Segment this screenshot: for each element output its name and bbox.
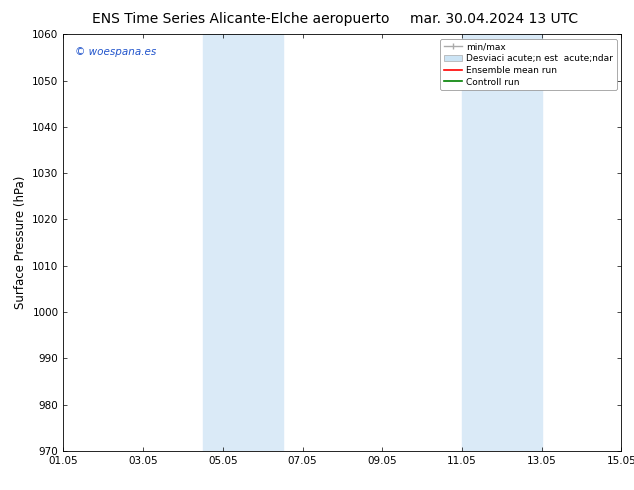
Legend: min/max, Desviaci acute;n est  acute;ndar, Ensemble mean run, Controll run: min/max, Desviaci acute;n est acute;ndar…	[440, 39, 617, 90]
Text: mar. 30.04.2024 13 UTC: mar. 30.04.2024 13 UTC	[410, 12, 579, 26]
Bar	[462, 34, 541, 451]
Text: © woespana.es: © woespana.es	[75, 47, 156, 57]
Y-axis label: Surface Pressure (hPa): Surface Pressure (hPa)	[14, 176, 27, 309]
Text: ENS Time Series Alicante-Elche aeropuerto: ENS Time Series Alicante-Elche aeropuert…	[92, 12, 390, 26]
Bar	[203, 34, 283, 451]
